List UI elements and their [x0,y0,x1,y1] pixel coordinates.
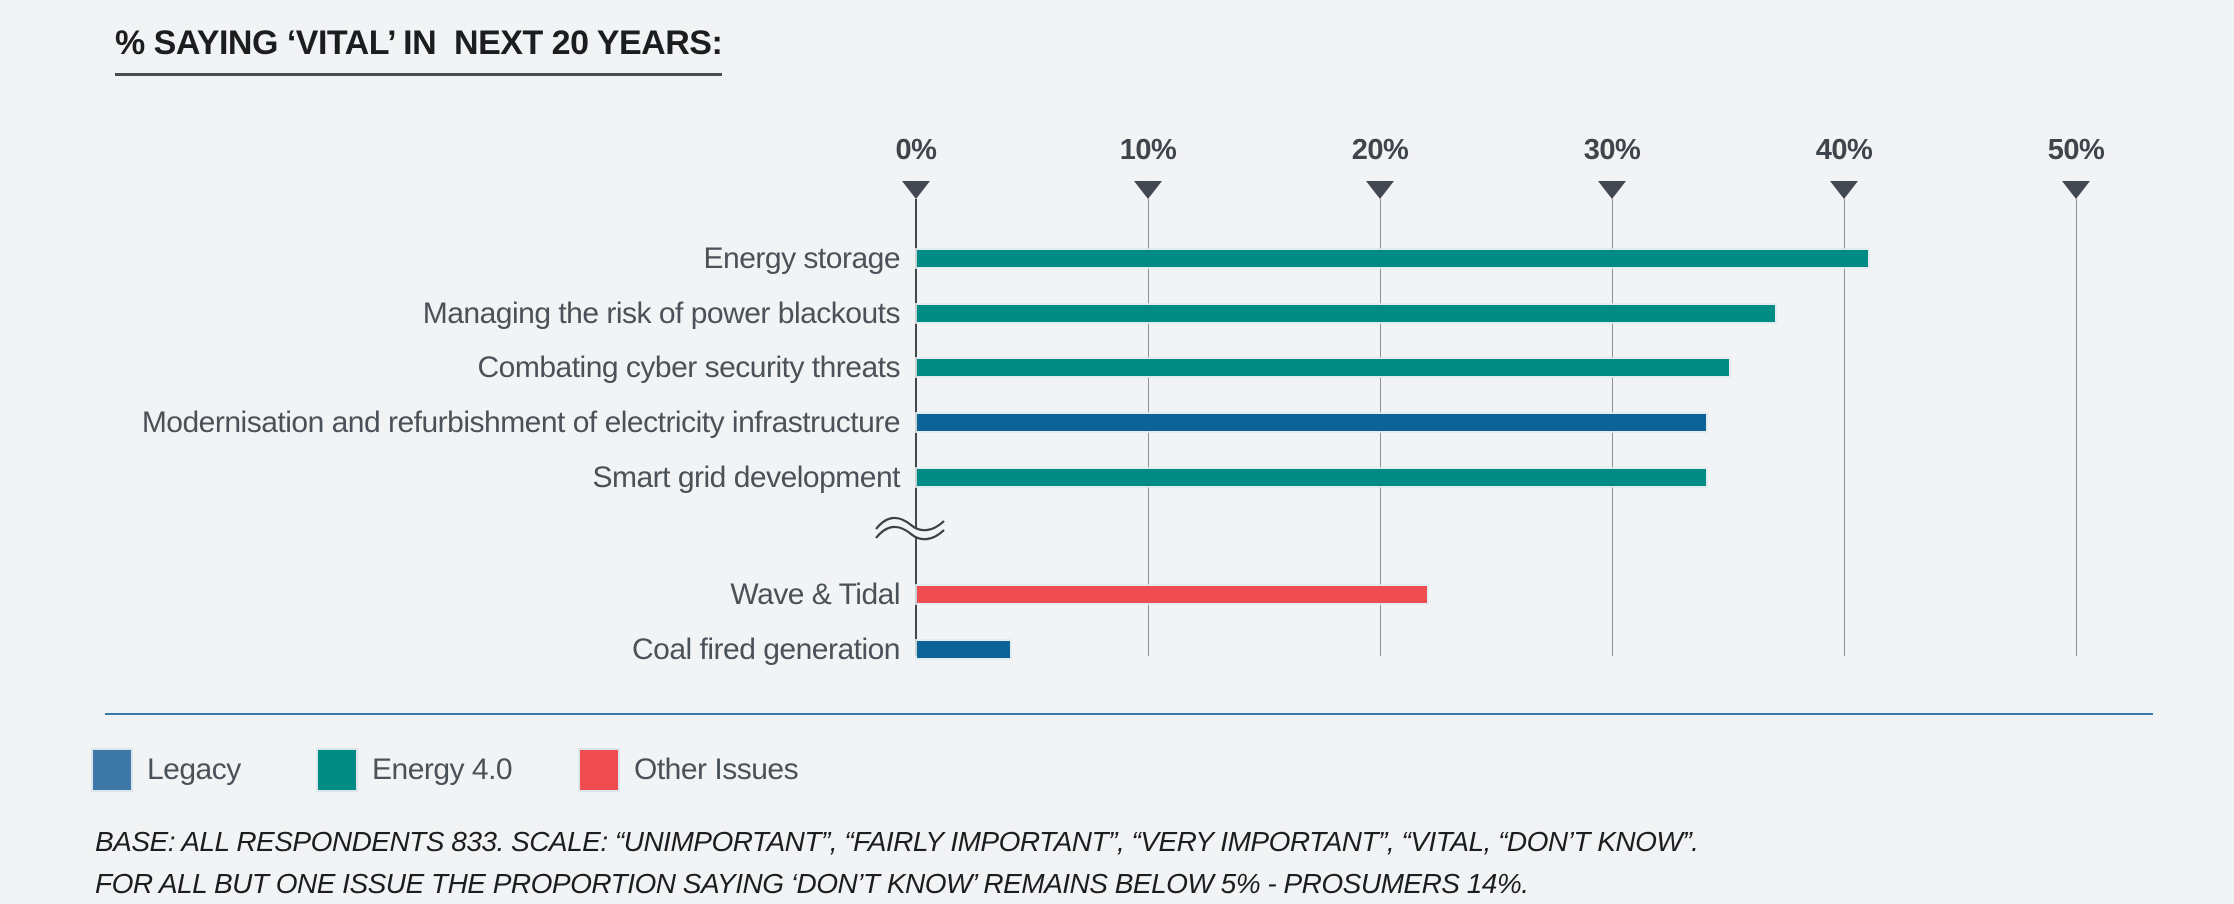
bar [917,414,1706,431]
category-label: Modernisation and refurbishment of elect… [141,405,901,439]
gridline-50 [2076,199,2077,656]
bar [917,641,1010,658]
bar [917,586,1428,603]
tick-label-20: 20% [1351,134,1409,166]
legend-label: Energy 4.0 [372,753,513,786]
legend-divider-line [105,713,2153,715]
gridline-40 [1844,199,1845,656]
bar [917,305,1776,322]
tick-triangle-icon [902,181,930,199]
tick-label-40: 40% [1815,134,1873,166]
category-label: Energy storage [703,241,901,275]
tick-label-0: 0% [895,134,937,166]
footnote-dont-know: FOR ALL BUT ONE ISSUE THE PROPORTION SAY… [95,868,1529,899]
bar [917,359,1729,376]
tick-triangle-icon [1598,181,1626,199]
tick-triangle-icon [1134,181,1162,199]
tick-label-30: 30% [1583,134,1641,166]
bar [917,469,1706,486]
category-label: Wave & Tidal [730,577,900,611]
category-label: Combating cyber security threats [477,350,900,384]
bar [917,250,1869,267]
legend-label: Legacy [147,753,241,786]
legend-swatch [318,750,356,790]
footnote-base-scale: BASE: ALL RESPONDENTS 833. SCALE: “UNIMP… [95,826,1699,857]
legend-swatch [580,750,618,790]
tick-triangle-icon [1366,181,1394,199]
legend-swatch [93,750,131,790]
axis-break-icon [875,516,945,541]
category-label: Managing the risk of power blackouts [422,296,901,330]
chart-title: % SAYING ‘VITAL’ IN NEXT 20 YEARS: [115,24,723,76]
tick-triangle-icon [1830,181,1858,199]
category-label: Smart grid development [592,460,901,494]
tick-label-10: 10% [1119,134,1177,166]
tick-label-50: 50% [2047,134,2105,166]
category-label: Coal fired generation [631,632,901,666]
legend-label: Other Issues [634,753,799,786]
axis-zero-line [915,199,917,656]
tick-triangle-icon [2062,181,2090,199]
